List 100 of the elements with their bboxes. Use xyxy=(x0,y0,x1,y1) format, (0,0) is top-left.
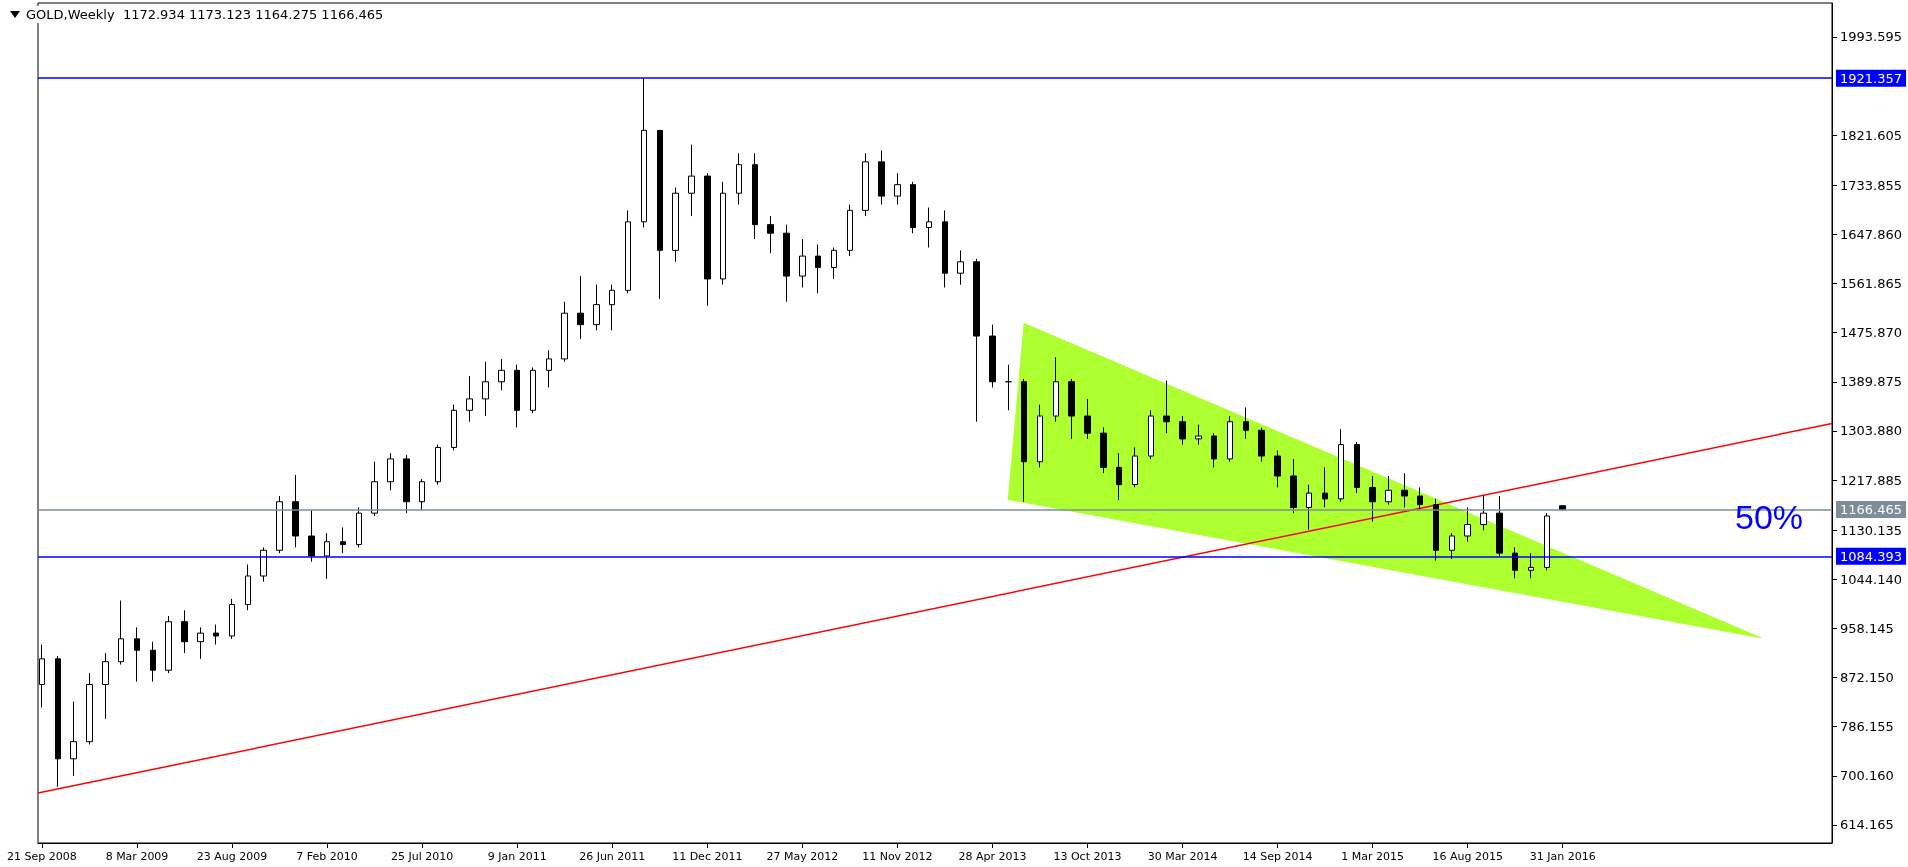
x-tick-label: 14 Sep 2014 xyxy=(1242,850,1313,863)
y-tick-label: 614.165 xyxy=(1840,817,1894,833)
candlestick xyxy=(1338,428,1344,503)
candlestick xyxy=(308,509,315,563)
candlestick xyxy=(1274,449,1281,488)
candlestick xyxy=(641,77,647,229)
x-tick-label: 28 Apr 2013 xyxy=(958,850,1027,863)
x-tick-label: 9 Jan 2011 xyxy=(487,850,547,863)
ref-line-label: 1084.393 xyxy=(1840,548,1903,564)
candlestick xyxy=(561,301,568,363)
annotation: 50% xyxy=(1735,498,1804,536)
y-tick-label: 1217.885 xyxy=(1840,472,1903,488)
y-tick-label: 700.160 xyxy=(1840,768,1894,784)
candlestick xyxy=(165,615,172,674)
candlestick xyxy=(70,701,77,777)
candlestick xyxy=(276,495,283,554)
candlestick xyxy=(1417,486,1423,511)
candlestick xyxy=(229,598,235,640)
candlestick xyxy=(387,452,394,491)
y-tick-label: 786.155 xyxy=(1840,719,1894,735)
x-tick-label: 23 Aug 2009 xyxy=(196,850,268,863)
candlestick xyxy=(1496,495,1503,557)
candlestick xyxy=(799,238,806,288)
candlestick xyxy=(862,152,869,217)
candlestick xyxy=(942,209,948,288)
candlestick xyxy=(752,152,758,240)
x-tick-label: 16 Aug 2015 xyxy=(1432,850,1503,863)
candlestick xyxy=(292,474,299,548)
x-tick-label: 27 May 2012 xyxy=(766,850,839,863)
x-tick-label: 21 Sep 2008 xyxy=(7,850,77,863)
candlestick xyxy=(1068,378,1075,440)
candlestick xyxy=(1211,432,1217,468)
candlestick xyxy=(1053,356,1059,423)
ref-line-label: 1921.357 xyxy=(1840,70,1903,86)
candlestick xyxy=(1148,409,1154,460)
candlestick xyxy=(878,149,885,206)
candlestick xyxy=(973,258,980,423)
candlestick xyxy=(150,641,156,683)
candlestick xyxy=(847,204,853,257)
y-tick-label: 1733.855 xyxy=(1840,177,1903,193)
x-tick-label: 30 Mar 2014 xyxy=(1147,850,1218,863)
candlestick xyxy=(957,249,964,286)
candlestick xyxy=(1401,472,1408,508)
y-tick-label: 1993.595 xyxy=(1840,29,1903,45)
candlestick xyxy=(767,215,774,254)
x-tick-label: 11 Dec 2011 xyxy=(672,850,743,863)
candlestick xyxy=(1084,398,1091,440)
candlestick xyxy=(451,404,457,451)
candlestick xyxy=(1306,484,1312,531)
candlestick xyxy=(1227,415,1233,463)
y-tick-label: 1561.865 xyxy=(1840,276,1903,292)
candlestick xyxy=(1290,458,1297,514)
candlestick xyxy=(1243,406,1249,440)
candlestick xyxy=(1258,426,1265,463)
candlestick xyxy=(1433,498,1439,562)
candlestick xyxy=(1528,552,1534,579)
x-tick-label: 25 Jul 2010 xyxy=(391,850,454,863)
candlestick xyxy=(926,207,932,248)
candlestick xyxy=(86,672,93,746)
candlestick xyxy=(55,655,61,788)
candlestick xyxy=(1021,378,1027,503)
candlestick xyxy=(577,275,584,340)
candlestick xyxy=(1449,532,1455,560)
candlestick xyxy=(1132,446,1138,488)
y-tick-label: 958.145 xyxy=(1840,620,1894,636)
candlestick xyxy=(894,172,901,206)
candlestick xyxy=(1100,426,1107,474)
candlestick xyxy=(435,444,441,486)
candlestick xyxy=(815,244,821,294)
candlestick xyxy=(482,361,489,417)
candlestick xyxy=(1544,512,1550,571)
x-tick-label: 8 Mar 2009 xyxy=(105,850,169,863)
x-tick-label: 26 Jun 2011 xyxy=(579,850,646,863)
chart-title: GOLD,Weekly 1172.934 1173.123 1164.275 1166.465 xyxy=(26,7,384,22)
candlestick xyxy=(466,375,473,423)
candlestick xyxy=(118,600,124,666)
y-tick-label: 1389.875 xyxy=(1840,374,1903,390)
candlestick xyxy=(1179,415,1186,446)
candlestick xyxy=(625,209,631,294)
candlestick xyxy=(340,526,346,554)
x-tick-label: 7 Feb 2010 xyxy=(296,850,358,863)
candlestick xyxy=(1464,506,1471,543)
candlestick xyxy=(371,461,378,517)
candlestick xyxy=(181,609,188,654)
ref-line-label: 1166.465 xyxy=(1840,501,1903,517)
candlestick xyxy=(514,364,520,428)
y-tick-label: 872.150 xyxy=(1840,670,1894,686)
candlestick xyxy=(403,454,410,514)
y-tick-label: 1475.870 xyxy=(1840,325,1903,341)
candlestick xyxy=(672,187,679,263)
candlestick xyxy=(989,324,996,388)
candlestick xyxy=(356,506,362,548)
candlestick xyxy=(245,564,251,611)
candlestick xyxy=(1037,404,1043,468)
candlestick xyxy=(593,284,600,331)
candlestick xyxy=(783,224,790,303)
x-tick-label: 31 Jan 2016 xyxy=(1529,850,1596,863)
candlestick xyxy=(1163,380,1170,434)
x-tick-label: 13 Oct 2013 xyxy=(1053,850,1122,863)
candlestick xyxy=(910,181,916,234)
